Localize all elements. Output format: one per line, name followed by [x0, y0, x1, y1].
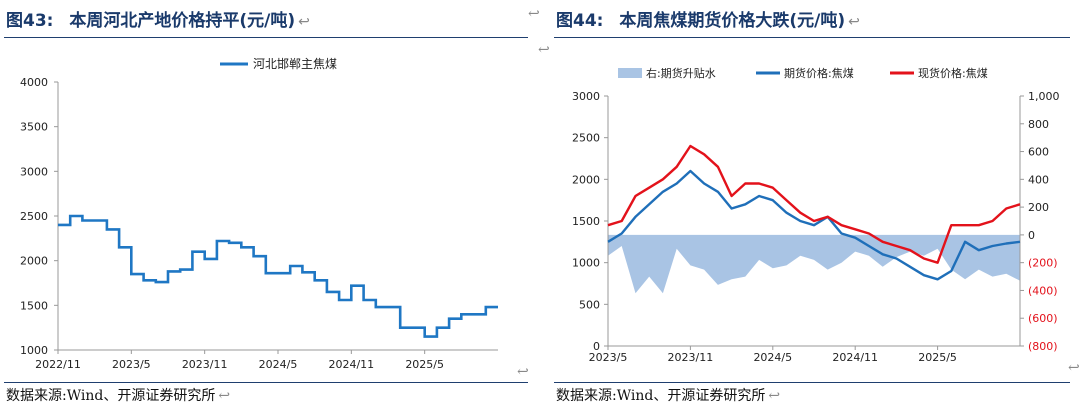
- right-y-tick-label: 400: [1028, 173, 1049, 186]
- series-line-coking-coal-futures: [607, 169, 1021, 281]
- x-tick-label: 2022/11: [35, 358, 81, 371]
- return-arrow-icon: ↩: [538, 42, 550, 58]
- x-tick-label: 2023/5: [112, 358, 151, 371]
- left-y-tick-label: 500: [579, 298, 600, 311]
- right-figure-title: 图44: 本周焦煤期货价格大跌(元/吨) ↩: [556, 6, 860, 31]
- right-y-tick-label: 800: [1028, 118, 1049, 131]
- x-tick-label: 2024/11: [832, 351, 878, 364]
- left-y-tick-label: 1000: [572, 257, 600, 270]
- x-tick-label: 2023/5: [589, 351, 628, 364]
- right-figure-panel: ↩ 图44: 本周焦煤期货价格大跌(元/吨) ↩ ↩ 0 500 1000 1500 20…: [528, 0, 1080, 405]
- y-tick-label: 1500: [20, 299, 48, 312]
- right-y-tick-label: 600: [1028, 146, 1049, 159]
- left-source-note: 数据来源:Wind、开源证券研究所 ↩: [6, 385, 230, 405]
- x-tick-label: 2024/5: [259, 358, 298, 371]
- right-source-note: 数据来源:Wind、开源证券研究所 ↩: [556, 385, 780, 405]
- right-y-tick-label: (400): [1028, 284, 1058, 297]
- legend-label: 期货价格:焦煤: [784, 66, 854, 80]
- left-figure-panel: 图43: 本周河北产地价格持平(元/吨) ↩ 1000 1500 2000 2500 30…: [4, 6, 529, 405]
- right-y-tick-label: (200): [1028, 257, 1058, 270]
- right-y-tick-label: 1,000: [1028, 90, 1060, 103]
- legend-label: 河北邯郸主焦煤: [253, 56, 337, 71]
- y-tick-label: 3500: [20, 121, 48, 134]
- x-tick-label: 2025/5: [405, 358, 444, 371]
- left-title-rule: [4, 37, 528, 38]
- paragraph-mark-icon: ↩: [848, 14, 860, 30]
- left-y-tick-label: 1500: [572, 215, 600, 228]
- return-arrow-icon: ↩: [528, 6, 540, 22]
- right-chart: 050010001500200025003000(800)(600)(400)(…: [572, 66, 1060, 364]
- x-tick-label: 2024/5: [753, 351, 792, 364]
- left-y-tick-label: 3000: [572, 90, 600, 103]
- left-figure-title: 图43: 本周河北产地价格持平(元/吨) ↩: [6, 6, 310, 31]
- right-figure-title-text: 本周焦煤期货价格大跌(元/吨): [619, 11, 846, 31]
- right-bottom-rule: [554, 382, 1070, 383]
- x-tick-label: 2023/11: [182, 358, 228, 371]
- paragraph-mark-icon: ↩: [218, 388, 231, 404]
- legend-swatch: [618, 68, 642, 78]
- y-tick-label: 2000: [20, 255, 48, 268]
- series-area-futures-basis: [608, 234, 1020, 294]
- left-source-text: 数据来源:Wind、开源证券研究所: [6, 388, 216, 404]
- x-tick-label: 2025/5: [918, 351, 957, 364]
- left-chart: 1000 1500 2000 2500 3000 3500 4000 2022/11 2023/…: [20, 56, 498, 371]
- right-y-tick-label: (600): [1028, 312, 1058, 325]
- right-source-text: 数据来源:Wind、开源证券研究所: [556, 388, 766, 404]
- legend-label: 现货价格:焦煤: [918, 66, 988, 80]
- x-tick-label: 2024/11: [328, 358, 374, 371]
- x-tick-label: 2023/11: [668, 351, 714, 364]
- left-y-tick-label: 0: [593, 340, 600, 353]
- y-tick-label: 3000: [20, 165, 48, 178]
- y-tick-label: 4000: [20, 76, 48, 89]
- return-arrow-icon: ↩: [517, 364, 529, 380]
- right-y-tick-label: 0: [1028, 229, 1035, 242]
- left-bottom-rule: [4, 382, 528, 383]
- left-y-tick-label: 2000: [572, 173, 600, 186]
- left-y-tick-label: 2500: [572, 132, 600, 145]
- return-arrow-icon: ↩: [1068, 360, 1080, 376]
- left-figure-label: 图43:: [6, 11, 54, 31]
- series-line-coking-coal-spot: [607, 144, 1021, 264]
- left-figure-title-text: 本周河北产地价格持平(元/吨): [69, 11, 296, 31]
- y-tick-label: 1000: [20, 344, 48, 357]
- y-tick-label: 2500: [20, 210, 48, 223]
- paragraph-mark-icon: ↩: [768, 388, 781, 404]
- right-title-rule: [554, 37, 1070, 38]
- paragraph-mark-icon: ↩: [298, 14, 310, 30]
- series-line-hebei-handan: [58, 214, 498, 338]
- right-y-tick-label: (800): [1028, 340, 1058, 353]
- right-y-tick-label: 200: [1028, 201, 1049, 214]
- right-figure-label: 图44:: [556, 11, 604, 31]
- legend-label: 右:期货升贴水: [646, 66, 716, 80]
